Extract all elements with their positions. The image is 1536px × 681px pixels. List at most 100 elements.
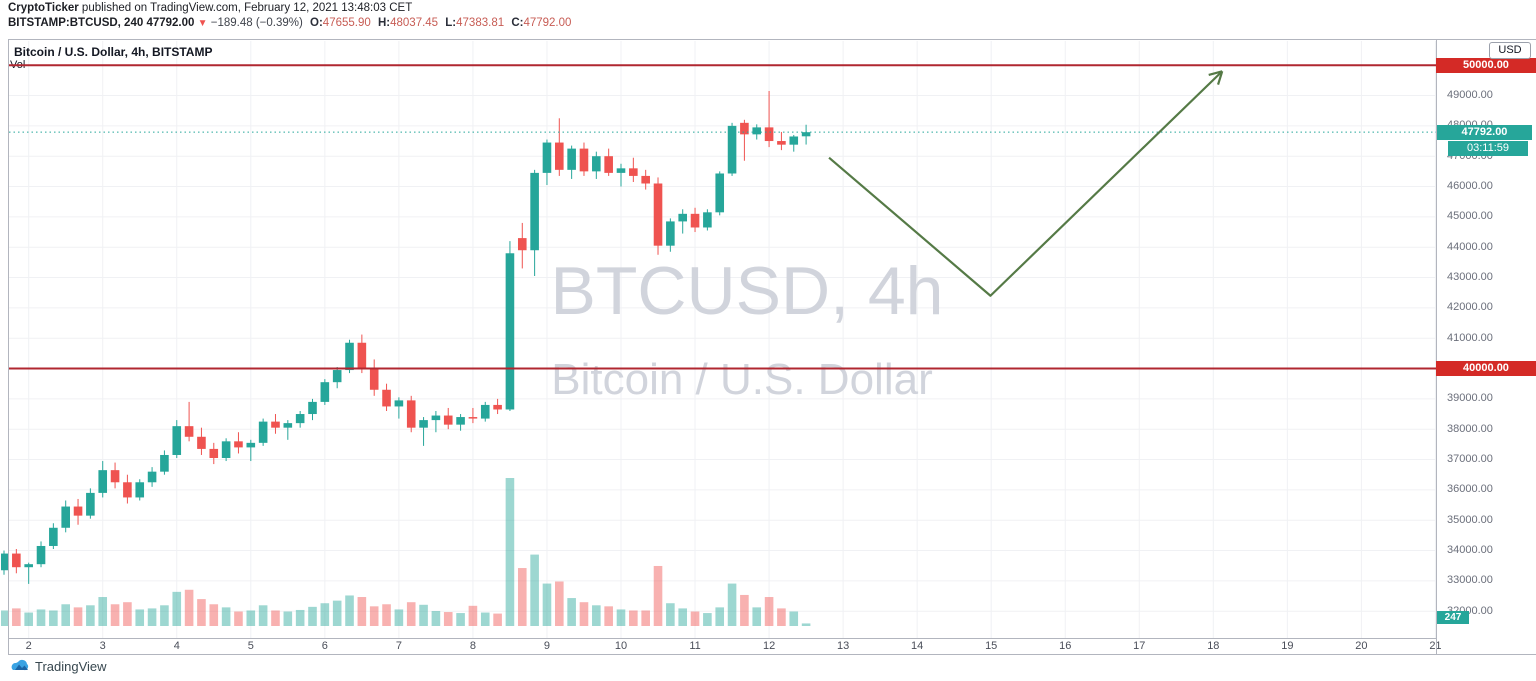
candle-body	[382, 389, 391, 407]
candle-body	[703, 212, 712, 228]
trend-arrow-head	[1208, 70, 1223, 77]
price-tick-label: 36000.00	[1447, 483, 1493, 496]
plot-root: BTCUSD, 4h Bitcoin / U.S. Dollar	[1, 41, 1436, 638]
volume-value-label: 247	[1437, 611, 1469, 624]
candle-body	[641, 175, 650, 184]
volume-bar	[345, 595, 354, 626]
chart-frame-top	[8, 39, 1536, 40]
price-tick-label: 49000.00	[1447, 89, 1493, 102]
direction-down-icon: ▼	[197, 18, 208, 29]
candle-body	[295, 414, 305, 424]
trend-arrow[interactable]	[828, 70, 1224, 297]
volume-bar	[123, 602, 132, 626]
candle-body	[517, 238, 527, 251]
price-tick-label: 35000.00	[1447, 513, 1493, 526]
candle-body	[320, 382, 330, 402]
volume-bar	[789, 611, 799, 626]
volume-bar	[61, 604, 70, 626]
symbol-info-line: BITSTAMP:BTCUSD, 240 47792.00 ▼ −189.48 …	[8, 17, 571, 29]
candle-body	[110, 470, 120, 483]
currency-toggle-button[interactable]: USD	[1489, 42, 1531, 59]
high-value: 48037.45	[390, 17, 439, 29]
candles-group	[1, 90, 811, 584]
time-tick-label: 14	[911, 640, 924, 652]
volume-bar	[271, 610, 280, 626]
candle-body	[98, 470, 108, 493]
candle-body	[740, 122, 749, 135]
tradingview-logo-text[interactable]: TradingView	[35, 659, 107, 674]
open-label: O:	[310, 17, 323, 29]
price-tick-label: 38000.00	[1447, 422, 1493, 435]
volume-bar	[480, 612, 490, 626]
level-lines-group[interactable]	[9, 64, 1436, 370]
watermark-title: BTCUSD, 4h	[551, 253, 944, 329]
volume-bar	[517, 568, 527, 626]
candle-body	[86, 492, 95, 516]
volume-bar	[715, 607, 725, 626]
volume-bar	[135, 609, 145, 626]
time-tick-label: 18	[1207, 640, 1220, 652]
candle-body	[764, 127, 774, 142]
time-axis[interactable]: 2 3 4 5 6 7 8 9 10 11 12 13 14 15 16 17 18 19 20 21	[9, 639, 1536, 654]
volume-bar	[443, 612, 453, 626]
candle-body	[468, 417, 478, 419]
candle-body	[789, 136, 799, 145]
time-tick-label: 8	[469, 640, 476, 652]
candle-body	[1, 553, 9, 571]
price-tick-label: 37000.00	[1447, 453, 1493, 466]
price-tick-label: 34000.00	[1447, 544, 1493, 557]
candle-body	[715, 173, 725, 213]
candle-body	[505, 253, 515, 410]
volume-bar	[555, 581, 564, 626]
byline: CryptoTicker published on TradingView.co…	[8, 2, 412, 14]
candle-body	[332, 370, 342, 383]
candle-body	[36, 545, 46, 565]
low-label: L:	[445, 17, 457, 29]
volume-bar	[703, 613, 712, 626]
volume-bar	[764, 597, 774, 626]
time-tick-label: 21	[1429, 640, 1441, 652]
volume-bar	[567, 598, 576, 626]
grid-group	[9, 41, 1436, 638]
volume-bar	[24, 612, 33, 626]
symbol-legend: Bitcoin / U.S. Dollar, 4h, BITSTAMP	[14, 45, 213, 59]
time-tick-label: 6	[321, 640, 328, 652]
volume-bar	[530, 554, 539, 626]
volume-bar	[505, 478, 515, 626]
candle-body	[61, 506, 70, 528]
price-tick-label: 44000.00	[1447, 240, 1493, 253]
time-tick-label: 5	[247, 640, 254, 652]
tradingview-logo-icon[interactable]	[9, 659, 31, 674]
time-tick-label: 15	[985, 640, 998, 652]
volume-bar	[456, 613, 465, 626]
candle-body	[493, 404, 502, 410]
volume-bar	[616, 609, 626, 626]
bar-countdown-label: 03:11:59	[1448, 140, 1528, 156]
candle-body	[555, 142, 564, 170]
candle-body	[653, 183, 663, 246]
time-tick-label: 9	[543, 640, 551, 652]
volume-group	[1, 478, 811, 626]
candle-body	[184, 426, 194, 437]
price-tick-label: 46000.00	[1447, 180, 1493, 193]
candle-body	[443, 415, 453, 425]
candle-body	[160, 454, 169, 472]
volume-bar	[382, 604, 391, 626]
candle-body	[172, 426, 182, 455]
volume-bar	[12, 608, 21, 626]
price-axis[interactable]: 49000.0048000.0047000.0046000.0045000.00…	[1437, 40, 1536, 638]
volume-bar	[666, 603, 675, 626]
time-tick-label: 17	[1133, 640, 1146, 652]
trend-arrow-line	[828, 70, 1223, 297]
price-level-label-upper: 50000.00	[1436, 57, 1536, 73]
time-tick-label: 7	[395, 640, 402, 652]
time-tick-label: 10	[614, 640, 628, 652]
candle-body	[283, 423, 293, 428]
volume-bar	[246, 610, 256, 626]
volume-bar	[406, 602, 416, 626]
watermark: BTCUSD, 4h Bitcoin / U.S. Dollar	[551, 253, 944, 404]
volume-bar	[752, 607, 762, 626]
candle-body	[419, 420, 428, 428]
